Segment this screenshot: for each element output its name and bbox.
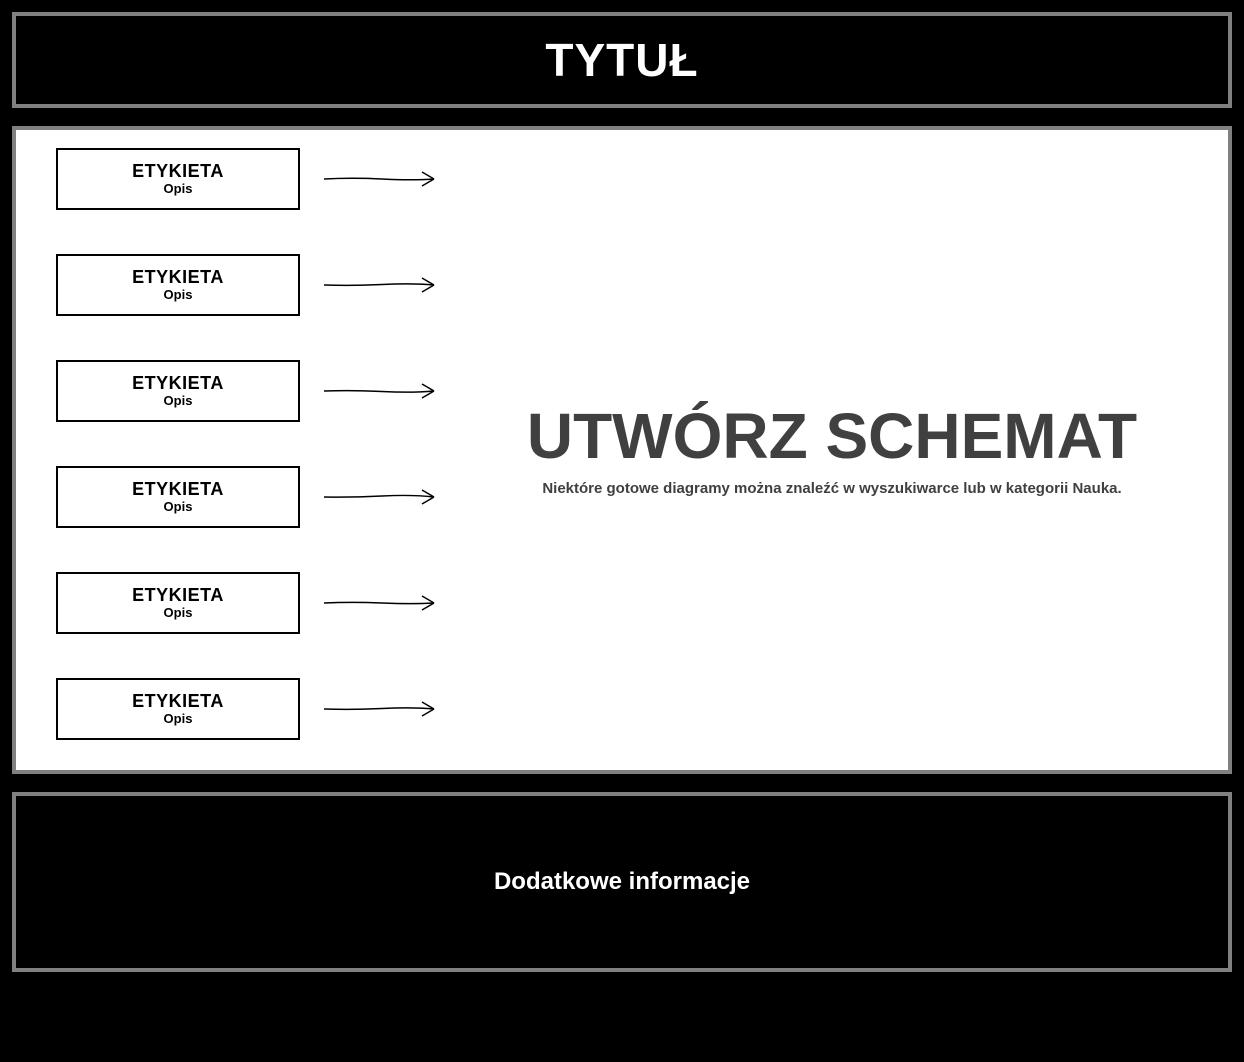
label-title: ETYKIETA bbox=[132, 374, 224, 394]
schema-area: UTWÓRZ SCHEMAT Niektóre gotowe diagramy … bbox=[466, 130, 1228, 770]
label-title: ETYKIETA bbox=[132, 692, 224, 712]
footer-bar: Dodatkowe informacje bbox=[12, 792, 1232, 972]
label-title: ETYKIETA bbox=[132, 268, 224, 288]
label-desc: Opis bbox=[164, 182, 193, 196]
label-box: ETYKIETA Opis bbox=[56, 466, 300, 528]
label-box: ETYKIETA Opis bbox=[56, 360, 300, 422]
page-title: TYTUŁ bbox=[545, 33, 698, 87]
labels-column: ETYKIETA Opis ETYKIETA Opis ETYKIETA Opi… bbox=[16, 130, 466, 770]
label-row: ETYKIETA Opis bbox=[56, 678, 466, 740]
arrow-icon bbox=[322, 591, 452, 615]
label-title: ETYKIETA bbox=[132, 162, 224, 182]
main-panel: ETYKIETA Opis ETYKIETA Opis ETYKIETA Opi… bbox=[12, 126, 1232, 774]
arrow-icon bbox=[322, 697, 452, 721]
label-desc: Opis bbox=[164, 394, 193, 408]
label-row: ETYKIETA Opis bbox=[56, 360, 466, 422]
label-desc: Opis bbox=[164, 606, 193, 620]
label-title: ETYKIETA bbox=[132, 480, 224, 500]
label-row: ETYKIETA Opis bbox=[56, 572, 466, 634]
label-desc: Opis bbox=[164, 712, 193, 726]
label-desc: Opis bbox=[164, 288, 193, 302]
label-row: ETYKIETA Opis bbox=[56, 466, 466, 528]
label-box: ETYKIETA Opis bbox=[56, 148, 300, 210]
label-box: ETYKIETA Opis bbox=[56, 572, 300, 634]
label-box: ETYKIETA Opis bbox=[56, 678, 300, 740]
label-desc: Opis bbox=[164, 500, 193, 514]
label-box: ETYKIETA Opis bbox=[56, 254, 300, 316]
arrow-icon bbox=[322, 167, 452, 191]
title-bar: TYTUŁ bbox=[12, 12, 1232, 108]
label-row: ETYKIETA Opis bbox=[56, 254, 466, 316]
label-title: ETYKIETA bbox=[132, 586, 224, 606]
arrow-icon bbox=[322, 379, 452, 403]
schema-title: UTWÓRZ SCHEMAT bbox=[527, 404, 1137, 468]
arrow-icon bbox=[322, 485, 452, 509]
footer-text: Dodatkowe informacje bbox=[494, 868, 750, 896]
schema-subtitle: Niektóre gotowe diagramy można znaleźć w… bbox=[542, 480, 1121, 497]
arrow-icon bbox=[322, 273, 452, 297]
label-row: ETYKIETA Opis bbox=[56, 148, 466, 210]
